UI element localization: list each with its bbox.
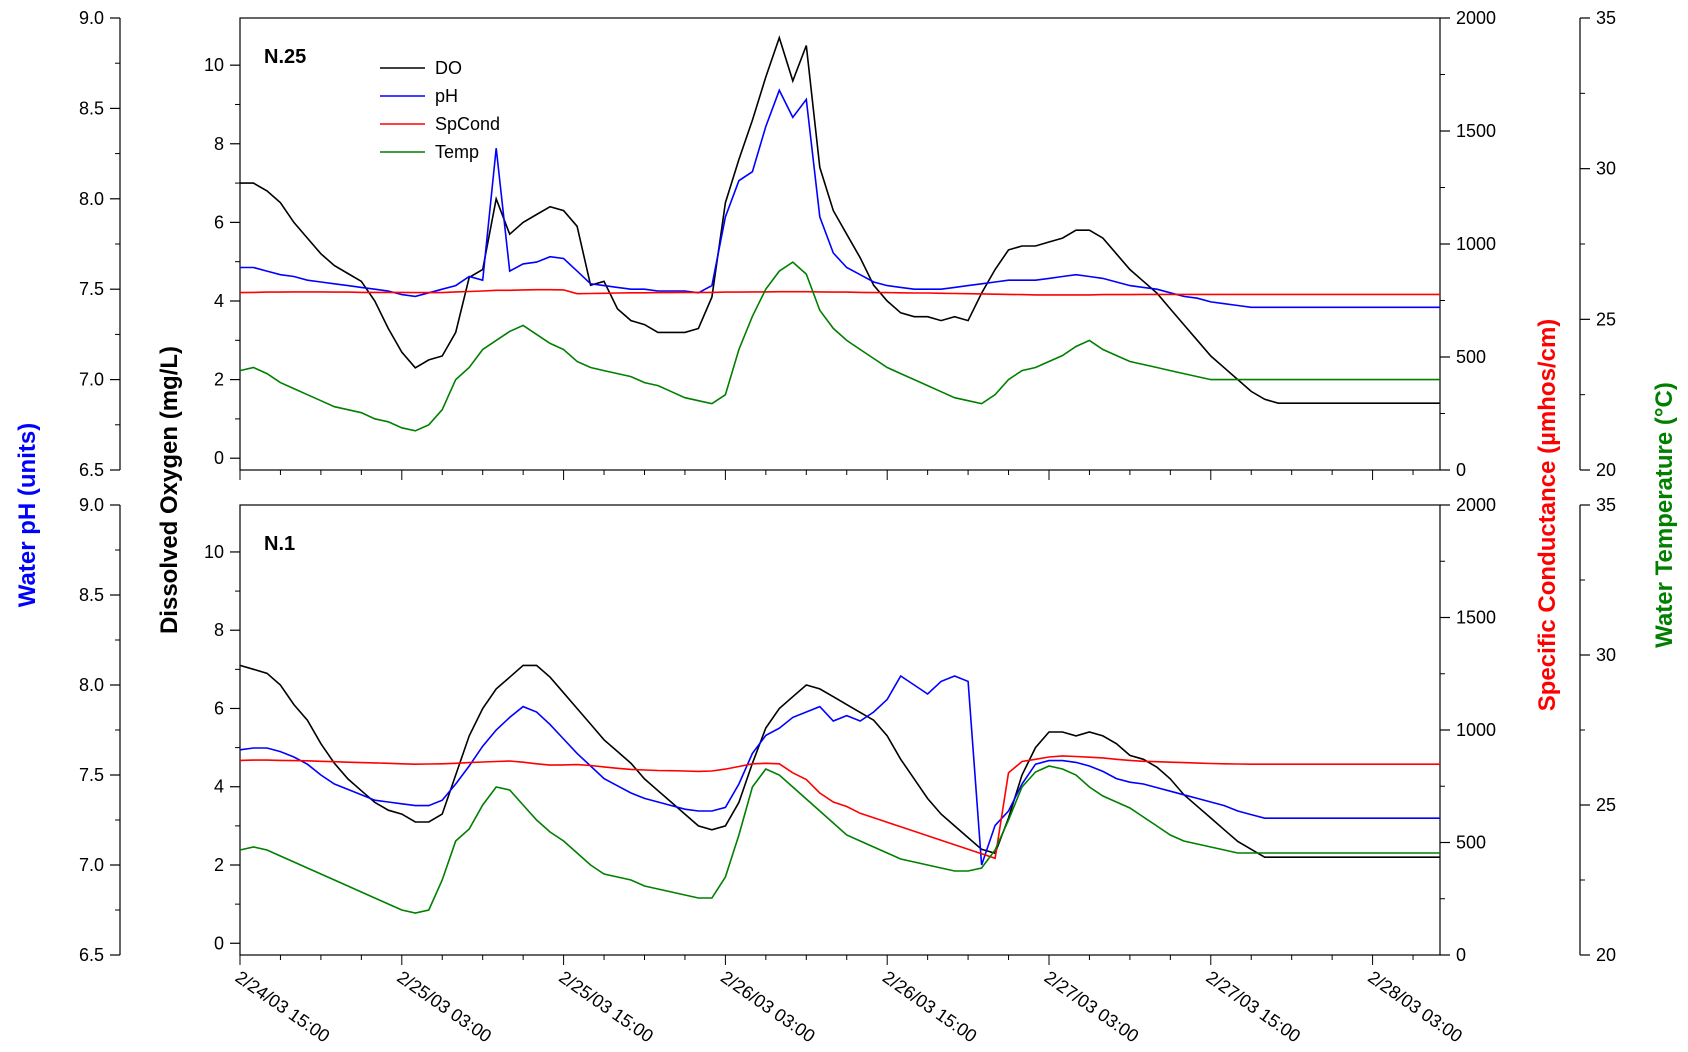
plot-frame bbox=[239, 504, 1441, 956]
temp-tick-label: 25 bbox=[1596, 795, 1616, 815]
panel-label: N.1 bbox=[264, 533, 295, 555]
x-tick-label: 2/26/03 03:00 bbox=[717, 967, 819, 1047]
series-line-spcond bbox=[239, 755, 1440, 860]
x-tick-label: 2/25/03 03:00 bbox=[394, 967, 496, 1047]
series-line-ph bbox=[240, 88, 1440, 309]
ph-tick-label: 8.5 bbox=[79, 585, 104, 605]
ph-tick-label: 9.0 bbox=[79, 495, 104, 515]
sc-tick-label: 500 bbox=[1456, 347, 1486, 367]
legend-label-do: DO bbox=[435, 58, 462, 78]
series-line-temp bbox=[239, 261, 1440, 432]
do-tick-label: 10 bbox=[204, 542, 224, 562]
x-axis-tick-labels: 2/24/03 15:00 2/25/03 03:00 2/25/03 15:00 2… bbox=[232, 967, 1466, 1047]
temp-tick-label: 35 bbox=[1596, 495, 1616, 515]
do-tick-label: 4 bbox=[214, 291, 224, 311]
temp-tick-label: 30 bbox=[1596, 645, 1616, 665]
x-tick-label: 2/24/03 15:00 bbox=[232, 967, 334, 1047]
panel-n1: 6.5 7.0 7.5 8.0 8.5 9.0 0 2 4 6 8 10 0 500 1000 1500 200… bbox=[79, 495, 1616, 965]
plot-frame bbox=[239, 17, 1441, 471]
x-tick-label: 2/25/03 15:00 bbox=[555, 967, 657, 1047]
temp-tick-label: 25 bbox=[1596, 309, 1616, 329]
ph-axis-title: Water pH (units) bbox=[14, 423, 41, 607]
x-tick-label: 2/28/03 03:00 bbox=[1364, 967, 1466, 1047]
panel-label: N.25 bbox=[264, 46, 306, 68]
sc-tick-label: 0 bbox=[1456, 945, 1466, 965]
temp-axis-title: Water Temperature (°C) bbox=[1651, 382, 1678, 648]
ph-tick-label: 8.0 bbox=[79, 675, 104, 695]
x-tick-label: 2/27/03 15:00 bbox=[1202, 967, 1304, 1047]
sc-tick-label: 2000 bbox=[1456, 8, 1496, 28]
series-line-ph bbox=[239, 674, 1440, 866]
do-tick-label: 2 bbox=[214, 370, 224, 390]
ph-tick-label: 9.0 bbox=[79, 8, 104, 28]
do-tick-label: 10 bbox=[204, 55, 224, 75]
spcond-axis-title: Specific Conductance (µmhos/cm) bbox=[1534, 319, 1561, 712]
do-tick-label: 0 bbox=[214, 448, 224, 468]
series-line-do bbox=[240, 35, 1440, 404]
sc-tick-label: 1000 bbox=[1456, 720, 1496, 740]
do-tick-label: 6 bbox=[214, 698, 224, 718]
do-tick-label: 4 bbox=[214, 777, 224, 797]
x-tick-label: 2/27/03 03:00 bbox=[1041, 967, 1143, 1047]
series-line-do bbox=[239, 664, 1440, 858]
legend-label-ph: pH bbox=[435, 86, 458, 106]
temp-tick-label: 20 bbox=[1596, 945, 1616, 965]
sc-tick-label: 1000 bbox=[1456, 234, 1496, 254]
sc-tick-label: 2000 bbox=[1456, 495, 1496, 515]
legend-label-temp: Temp bbox=[435, 142, 479, 162]
do-tick-label: 8 bbox=[214, 134, 224, 154]
ph-tick-label: 6.5 bbox=[79, 945, 104, 965]
series-line-spcond bbox=[239, 288, 1440, 296]
panel-n25: 6.5 7.0 7.5 8.0 8.5 9.0 0 2 4 6 8 10 0 500 1000 1500 200… bbox=[79, 8, 1616, 480]
ph-tick-label: 7.0 bbox=[79, 370, 104, 390]
sc-tick-label: 500 bbox=[1456, 833, 1486, 853]
ph-tick-label: 7.0 bbox=[79, 855, 104, 875]
sc-tick-label: 0 bbox=[1456, 460, 1466, 480]
ph-tick-label: 7.5 bbox=[79, 765, 104, 785]
do-tick-label: 8 bbox=[214, 620, 224, 640]
x-tick-label: 2/26/03 15:00 bbox=[879, 967, 981, 1047]
do-axis-title: Dissolved Oxygen (mg/L) bbox=[156, 346, 183, 634]
legend-label-spcond: SpCond bbox=[435, 114, 500, 134]
sc-tick-label: 1500 bbox=[1456, 121, 1496, 141]
ph-tick-label: 8.5 bbox=[79, 98, 104, 118]
ph-tick-label: 7.5 bbox=[79, 279, 104, 299]
sc-tick-label: 1500 bbox=[1456, 608, 1496, 628]
ph-tick-label: 6.5 bbox=[79, 460, 104, 480]
series-line-temp bbox=[239, 765, 1440, 914]
do-tick-label: 2 bbox=[214, 855, 224, 875]
do-tick-label: 6 bbox=[214, 212, 224, 232]
temp-tick-label: 30 bbox=[1596, 159, 1616, 179]
ph-tick-label: 8.0 bbox=[79, 189, 104, 209]
temp-tick-label: 20 bbox=[1596, 460, 1616, 480]
do-tick-label: 0 bbox=[214, 933, 224, 953]
temp-tick-label: 35 bbox=[1596, 8, 1616, 28]
